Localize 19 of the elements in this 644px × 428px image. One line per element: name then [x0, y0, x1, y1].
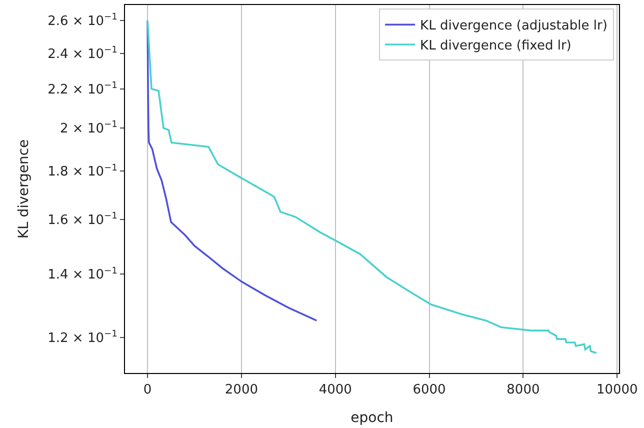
x-tick-label: 8000 — [506, 382, 540, 398]
legend-label: KL divergence (fixed lr) — [420, 38, 572, 54]
y-tick-label: 1.8 × 10$^{−1}$ — [48, 163, 118, 180]
y-tick-label: 1.6 × 10$^{−1}$ — [48, 212, 118, 228]
y-tick-label: 1.4 × 10$^{−1}$ — [48, 266, 118, 283]
y-tick-label: 2.6 × 10$^{−1}$ — [48, 12, 118, 30]
x-tick-label: 10000 — [596, 382, 638, 398]
y-tick-label: 2.2 × 10$^{−1}$ — [48, 81, 118, 98]
x-tick-label: 6000 — [412, 382, 446, 398]
legend-label: KL divergence (adjustable lr) — [420, 18, 608, 34]
x-axis-title: epoch — [350, 410, 394, 426]
x-tick-label: 0 — [143, 382, 152, 398]
line-series — [146, 20, 318, 322]
x-tick-label: 4000 — [318, 382, 352, 398]
y-tick-label: 2.4 × 10$^{−1}$ — [48, 45, 118, 62]
y-axis-title: KL divergence — [16, 139, 32, 239]
y-tick-label: 2 × 10$^{−1}$ — [60, 120, 118, 137]
y-tick-label: 1.2 × 10$^{−1}$ — [48, 329, 118, 346]
x-tick-label: 2000 — [224, 382, 258, 398]
